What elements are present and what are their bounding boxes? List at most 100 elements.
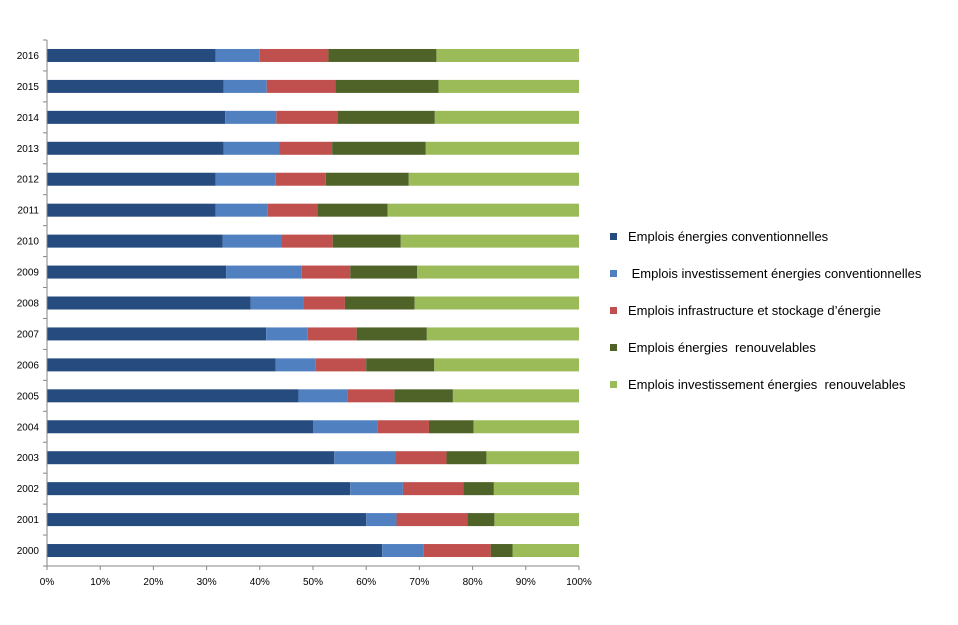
bar-segment-2003-series-3: [446, 451, 487, 465]
bar-segment-2011-series-4: [387, 203, 579, 217]
bar-segment-2009-series-0: [47, 265, 227, 279]
bar-segment-2005-series-3: [394, 389, 453, 403]
bar-segment-2007-series-3: [356, 327, 427, 341]
legend-label: Emplois investissement énergies renouvel…: [628, 377, 906, 392]
bar-segment-2005-series-0: [47, 389, 299, 403]
y-tick-label-2001: 2001: [17, 515, 40, 526]
bars-layer: [47, 48, 579, 558]
bar-segment-2003-series-2: [395, 451, 447, 465]
bar-segment-2011-series-3: [317, 203, 388, 217]
bar-segment-2007-series-4: [426, 327, 579, 341]
x-tick-label-30%: 30%: [197, 577, 217, 588]
bar-segment-2009-series-2: [301, 265, 351, 279]
bar-segment-2011-series-1: [215, 203, 268, 217]
y-tick-label-2011: 2011: [17, 206, 39, 217]
bar-segment-2012-series-1: [215, 172, 276, 186]
bar-segment-2010-series-1: [222, 234, 282, 248]
bar-segment-2008-series-3: [344, 296, 415, 310]
bar-segment-2013-series-2: [279, 141, 333, 155]
bar-segment-2008-series-2: [303, 296, 345, 310]
bar-segment-2000-series-2: [423, 544, 491, 558]
bar-segment-2007-series-2: [307, 327, 357, 341]
legend-label: Emplois investissement énergies conventi…: [628, 266, 922, 281]
legend-swatch: [610, 233, 617, 240]
y-tick-label-2015: 2015: [17, 82, 40, 93]
bar-segment-2012-series-4: [408, 172, 579, 186]
y-tick-label-2014: 2014: [17, 113, 40, 124]
bar-segment-2014-series-1: [225, 110, 277, 124]
bar-segment-2000-series-4: [512, 544, 579, 558]
bar-segment-2010-series-0: [47, 234, 223, 248]
x-tick-label-80%: 80%: [463, 577, 483, 588]
bar-segment-2013-series-1: [223, 141, 280, 155]
bar-segment-2006-series-3: [366, 358, 435, 372]
legend-swatch: [610, 270, 617, 277]
bar-segment-2011-series-0: [47, 203, 216, 217]
legend-swatch: [610, 381, 617, 388]
bar-segment-2014-series-4: [434, 110, 579, 124]
bar-segment-2002-series-1: [350, 482, 403, 496]
bar-segment-2016-series-3: [328, 48, 437, 62]
y-tick-label-2013: 2013: [17, 144, 40, 155]
x-tick-label-0%: 0%: [40, 577, 55, 588]
legend-item-conventional: Emplois énergies conventionnelles: [610, 218, 955, 255]
bar-segment-2003-series-0: [47, 451, 335, 465]
bar-segment-2014-series-2: [276, 110, 339, 124]
legend: Emplois énergies conventionnelles Emploi…: [610, 218, 955, 403]
bar-segment-2006-series-0: [47, 358, 276, 372]
bar-segment-2009-series-1: [226, 265, 302, 279]
y-tick-label-2016: 2016: [17, 51, 40, 62]
bar-segment-2008-series-1: [250, 296, 304, 310]
bar-segment-2004-series-0: [47, 420, 313, 434]
bar-segment-2004-series-2: [377, 420, 429, 434]
bar-segment-2002-series-0: [47, 482, 351, 496]
bar-segment-2015-series-4: [438, 79, 579, 93]
bar-segment-2000-series-3: [490, 544, 513, 558]
bar-segment-2012-series-2: [275, 172, 326, 186]
bar-segment-2002-series-3: [463, 482, 494, 496]
x-axis-labels: 0% 10% 20% 30% 40% 50% 60% 70% 80% 90% 100%: [40, 577, 592, 588]
bar-segment-2000-series-0: [47, 544, 383, 558]
y-tick-label-2007: 2007: [17, 329, 40, 340]
legend-item-infrastructure-storage: Emplois infrastructure et stockage d’éne…: [610, 292, 955, 329]
bar-segment-2003-series-1: [334, 451, 396, 465]
bar-segment-2012-series-3: [325, 172, 409, 186]
y-tick-label-2000: 2000: [17, 546, 40, 557]
bar-segment-2001-series-0: [47, 513, 367, 527]
bar-segment-2014-series-0: [47, 110, 226, 124]
x-tick-label-10%: 10%: [90, 577, 110, 588]
bar-segment-2003-series-4: [486, 451, 579, 465]
bar-segment-2004-series-3: [428, 420, 474, 434]
bar-segment-2015-series-3: [335, 79, 439, 93]
y-tick-label-2004: 2004: [17, 422, 40, 433]
bar-segment-2001-series-3: [467, 513, 495, 527]
bar-segment-2013-series-3: [332, 141, 426, 155]
bar-segment-2016-series-1: [215, 48, 260, 62]
x-tick-label-100%: 100%: [566, 577, 592, 588]
bar-segment-2015-series-2: [266, 79, 336, 93]
bar-segment-2013-series-4: [425, 141, 579, 155]
y-tick-label-2008: 2008: [17, 299, 40, 310]
y-tick-label-2010: 2010: [17, 237, 40, 248]
bar-segment-2009-series-4: [417, 265, 579, 279]
y-axis-labels: 2000 2001 2002 2003 2004 2005 2006 2007 2008 2009…: [17, 51, 40, 557]
bar-segment-2002-series-4: [493, 482, 579, 496]
legend-item-renewable: Emplois énergies renouvelables: [610, 329, 955, 366]
y-tick-label-2012: 2012: [17, 175, 40, 186]
legend-item-conventional-investment: Emplois investissement énergies conventi…: [610, 255, 955, 292]
y-tick-label-2002: 2002: [17, 484, 40, 495]
bar-segment-2011-series-2: [267, 203, 318, 217]
bar-segment-2007-series-1: [266, 327, 308, 341]
bar-segment-2006-series-4: [434, 358, 579, 372]
x-tick-label-70%: 70%: [409, 577, 429, 588]
x-tick-label-40%: 40%: [250, 577, 270, 588]
bar-segment-2005-series-1: [298, 389, 348, 403]
y-tick-label-2005: 2005: [17, 391, 40, 402]
bar-segment-2010-series-3: [332, 234, 401, 248]
x-tick-label-60%: 60%: [356, 577, 376, 588]
y-tick-label-2006: 2006: [17, 360, 40, 371]
legend-label: Emplois énergies conventionnelles: [628, 229, 829, 244]
bar-segment-2000-series-1: [382, 544, 424, 558]
bar-segment-2001-series-2: [396, 513, 468, 527]
bar-segment-2006-series-2: [315, 358, 367, 372]
